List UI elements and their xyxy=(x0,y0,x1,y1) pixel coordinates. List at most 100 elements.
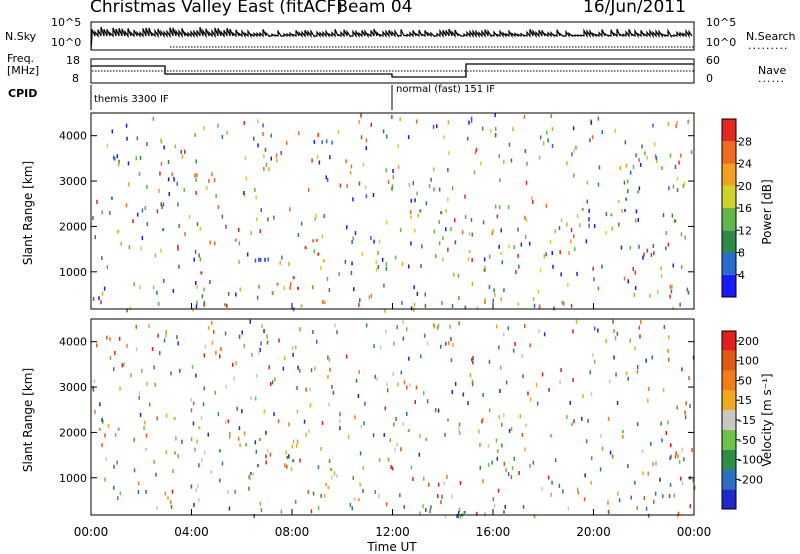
data-cell xyxy=(568,251,570,256)
data-cell xyxy=(249,472,252,476)
data-cell xyxy=(495,133,497,137)
data-cell xyxy=(239,443,241,448)
data-cell xyxy=(299,368,301,373)
data-cell xyxy=(157,333,159,338)
data-cell xyxy=(547,475,550,480)
data-cell xyxy=(196,439,198,444)
data-cell xyxy=(508,428,511,433)
data-cell xyxy=(684,410,686,415)
data-cell xyxy=(202,402,205,407)
data-cell xyxy=(374,374,376,379)
data-cell xyxy=(507,205,510,209)
data-cell xyxy=(299,458,301,463)
data-cell xyxy=(542,141,545,146)
data-cell xyxy=(572,126,575,131)
data-cell xyxy=(110,196,113,200)
data-cell xyxy=(310,368,313,373)
data-cell xyxy=(524,324,526,329)
data-cell xyxy=(378,239,381,244)
data-cell xyxy=(449,324,451,329)
data-cell xyxy=(463,510,466,514)
data-cell xyxy=(315,214,317,218)
colorbar-tick-label: -100 xyxy=(738,454,763,467)
data-cell xyxy=(140,246,142,251)
data-cell xyxy=(687,119,689,124)
data-cell xyxy=(667,420,669,425)
data-cell xyxy=(137,490,140,495)
data-cell xyxy=(199,257,202,262)
data-cell xyxy=(490,128,492,133)
data-cell xyxy=(195,373,197,378)
data-cell xyxy=(265,460,267,465)
data-cell xyxy=(469,373,472,378)
data-cell xyxy=(325,175,327,180)
data-cell xyxy=(481,126,484,131)
colorbar-tick-label: 100 xyxy=(738,355,759,368)
data-cell xyxy=(408,182,411,187)
data-cell xyxy=(327,486,330,490)
data-cell xyxy=(627,179,629,184)
data-cell xyxy=(499,389,501,393)
data-cell xyxy=(537,289,539,294)
data-cell xyxy=(539,268,542,273)
data-cell xyxy=(414,198,416,203)
data-cell xyxy=(346,183,348,188)
data-cell xyxy=(484,298,486,303)
cpid-panel xyxy=(90,85,393,110)
data-cell xyxy=(548,387,550,392)
data-cell xyxy=(127,182,130,187)
data-cell xyxy=(235,292,237,297)
data-cell xyxy=(546,130,548,135)
data-cell xyxy=(593,326,596,331)
data-cell xyxy=(462,392,465,397)
data-cell xyxy=(625,197,628,201)
data-cell xyxy=(353,497,356,501)
data-cell xyxy=(106,265,109,270)
data-cell xyxy=(281,255,283,260)
data-cell xyxy=(399,493,401,498)
data-cell xyxy=(210,320,213,325)
data-cell xyxy=(243,343,245,348)
data-cell xyxy=(522,504,525,509)
data-cell xyxy=(365,138,368,143)
data-cell xyxy=(286,464,288,469)
data-cell xyxy=(101,291,104,296)
data-cell xyxy=(214,241,216,246)
data-cell xyxy=(373,344,375,349)
data-cell xyxy=(432,124,435,129)
data-cell xyxy=(125,203,128,208)
data-cell xyxy=(468,231,471,236)
data-cell xyxy=(407,429,410,432)
data-cell xyxy=(228,506,231,511)
data-cell xyxy=(527,391,529,396)
data-cell xyxy=(488,254,491,259)
data-cell xyxy=(257,119,259,124)
data-cell xyxy=(292,459,295,463)
data-cell xyxy=(641,144,643,149)
data-cell xyxy=(285,450,287,455)
data-cell xyxy=(370,293,373,298)
data-cell xyxy=(667,242,670,247)
data-cell xyxy=(280,509,283,514)
data-cell xyxy=(589,370,591,375)
data-cell xyxy=(167,160,170,164)
data-cell xyxy=(676,405,678,410)
data-cell xyxy=(614,128,616,133)
data-cell xyxy=(673,493,675,498)
data-cell xyxy=(591,135,594,140)
nsky-panel xyxy=(90,21,695,51)
data-cell xyxy=(385,262,388,267)
data-cell xyxy=(300,304,303,308)
data-cell xyxy=(213,178,216,183)
data-cell xyxy=(259,438,261,441)
data-cell xyxy=(593,224,596,229)
data-cell xyxy=(399,117,401,122)
data-cell xyxy=(497,488,500,493)
data-cell xyxy=(282,366,285,371)
data-cell xyxy=(258,350,260,355)
data-cell xyxy=(325,483,328,487)
data-cell xyxy=(488,408,491,413)
data-cell xyxy=(173,417,176,420)
data-cell xyxy=(263,166,265,171)
data-cell xyxy=(621,209,623,213)
